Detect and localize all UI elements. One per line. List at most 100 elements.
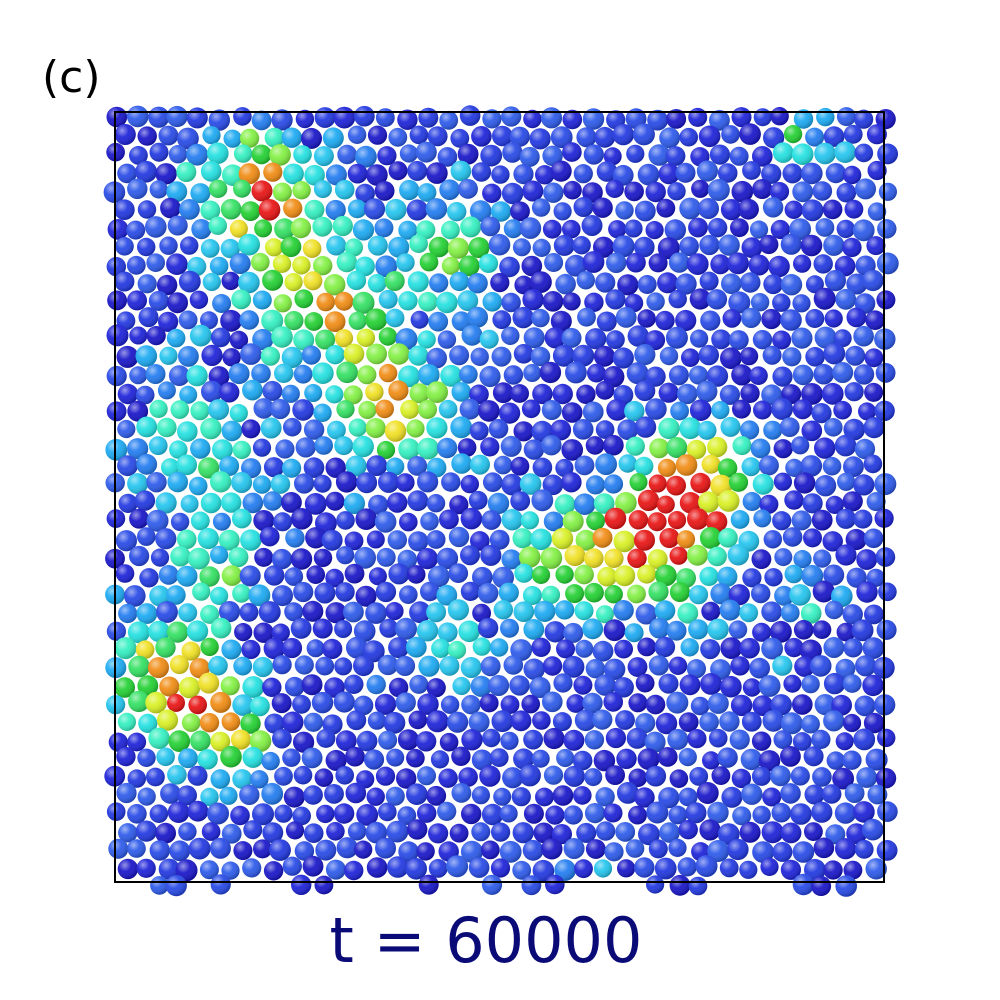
- particle-shading: [875, 109, 896, 130]
- particle-shading: [573, 786, 592, 805]
- particle-shading: [366, 674, 386, 695]
- particle-shading: [801, 199, 824, 222]
- particle-shading: [813, 549, 832, 568]
- particle-shading: [582, 401, 604, 423]
- particle-shading: [784, 490, 804, 510]
- particle-shading: [336, 546, 355, 565]
- particle-shading: [210, 691, 232, 713]
- particle-shading: [582, 251, 605, 273]
- particle-shading: [166, 328, 186, 348]
- particle-shading: [258, 601, 281, 624]
- particle-shading: [656, 198, 676, 218]
- particle-shading: [303, 271, 323, 291]
- particle-shading: [562, 219, 581, 239]
- particle-shading: [197, 527, 219, 550]
- particle-shading: [707, 546, 727, 567]
- particle-shading: [420, 581, 440, 602]
- particle-shading: [436, 437, 458, 459]
- particle-shading: [523, 803, 544, 824]
- particle-shading: [854, 143, 874, 163]
- particle-shading: [533, 822, 555, 844]
- particle-shading: [198, 672, 220, 694]
- particle-shading: [417, 693, 439, 715]
- particle-shading: [666, 437, 688, 458]
- particle-shading: [262, 677, 282, 697]
- particle-shading: [293, 581, 314, 603]
- particle-shading: [232, 769, 253, 789]
- particle-shading: [875, 547, 896, 567]
- particle-shading: [384, 271, 405, 291]
- particle-shading: [239, 784, 260, 805]
- particle-shading: [551, 527, 574, 550]
- particle-shading: [344, 674, 364, 694]
- particle-shading: [707, 840, 730, 862]
- particle-shading: [333, 803, 355, 824]
- particle-shading: [739, 123, 761, 145]
- particle-shading: [696, 380, 718, 402]
- particle-shading: [169, 440, 188, 459]
- particle-shading: [155, 637, 176, 658]
- particle-shading: [273, 512, 293, 532]
- particle-shading: [668, 365, 689, 386]
- particle-shading: [240, 201, 261, 222]
- particle-shading: [263, 861, 284, 881]
- particle-shading: [161, 458, 180, 477]
- particle-shading: [117, 383, 139, 405]
- particle-shading: [741, 457, 761, 477]
- particle-shading: [177, 127, 199, 150]
- particle-shading: [378, 363, 398, 383]
- particle-shading: [374, 181, 395, 201]
- particle-shading: [853, 325, 874, 347]
- particle-shading: [179, 199, 200, 220]
- particle-shading: [500, 695, 520, 714]
- particle-shading: [720, 416, 741, 437]
- particle-shading: [240, 529, 262, 551]
- particle-shading: [178, 748, 198, 769]
- particle-shading: [281, 492, 302, 513]
- particle-shading: [302, 855, 324, 877]
- particle-shading: [648, 253, 668, 273]
- particle-shading: [177, 785, 197, 806]
- particle-shading: [252, 438, 272, 457]
- particle-shading: [344, 531, 364, 551]
- particle-shading: [449, 345, 470, 366]
- particle-shading: [844, 199, 864, 219]
- particle-shading: [405, 636, 427, 658]
- particle-shading: [156, 274, 178, 296]
- particle-shading: [675, 162, 696, 183]
- particle-shading: [210, 731, 231, 752]
- particle-shading: [451, 746, 471, 766]
- particle-shading: [469, 384, 489, 405]
- particle-shading: [400, 399, 420, 419]
- particle-shading: [668, 252, 690, 273]
- particle-shading: [707, 801, 729, 824]
- particle-shading: [219, 382, 240, 403]
- particle-shading: [241, 419, 261, 439]
- particle-shading: [210, 617, 232, 639]
- particle-shading: [503, 219, 523, 239]
- particle-shading: [800, 455, 823, 477]
- particle-shading: [447, 640, 467, 660]
- particle-shading: [565, 254, 587, 277]
- particle-shading: [304, 384, 323, 402]
- particle-shading: [240, 713, 261, 734]
- particle-shading: [877, 143, 898, 165]
- particle-shading: [190, 438, 211, 459]
- particle-shading: [136, 858, 156, 878]
- particle-shading: [535, 787, 554, 807]
- particle-shading: [655, 564, 677, 587]
- particle-shading: [437, 801, 457, 822]
- particle-shading: [876, 290, 896, 310]
- particle-shading: [187, 765, 208, 786]
- particle-shading: [655, 712, 678, 735]
- particle-shading: [867, 160, 887, 181]
- particle-shading: [135, 385, 155, 405]
- particle-shading: [793, 620, 814, 640]
- particle-shading: [708, 728, 728, 748]
- particle-shading: [491, 710, 514, 733]
- particle-shading: [212, 512, 231, 531]
- particle-shading: [833, 329, 852, 348]
- particle-shading: [562, 142, 582, 162]
- particle-shading: [815, 218, 835, 237]
- particle-shading: [149, 840, 170, 861]
